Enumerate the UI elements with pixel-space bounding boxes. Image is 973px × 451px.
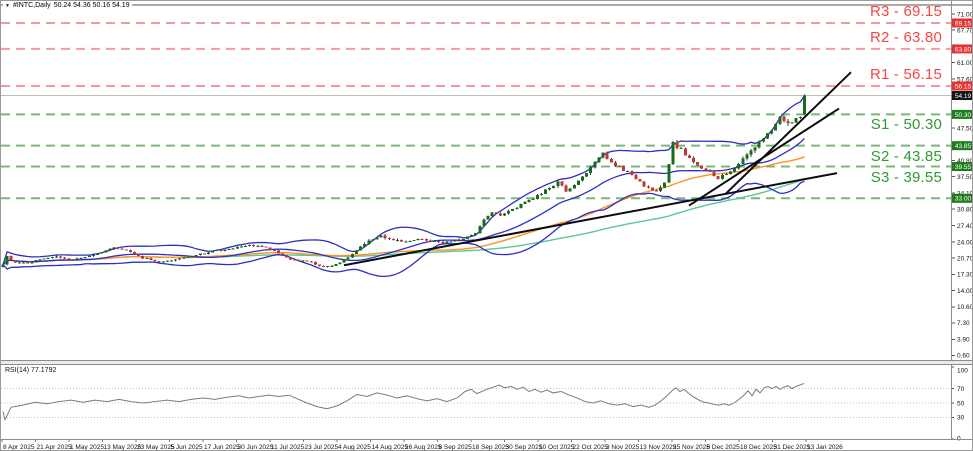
time-axis-label: 5 Jun 2025 [171,444,204,451]
rsi-axis-label: 100 [957,367,968,374]
price-tick-label: 7.30 [957,320,970,327]
time-axis-label: 1 May 2025 [70,444,104,451]
resistance-caption-r1[interactable]: R1 - 56.15 [869,66,942,84]
time-axis-label: 10 Oct 2025 [539,444,575,451]
price-tick-label: 40.80 [957,158,973,165]
price-tick-label: 57.60 [957,76,973,83]
time-axis-label: 23 May 2025 [137,444,175,451]
price-axis-separator [951,1,952,439]
chart-symbol-period: #INTC,Daily [12,2,51,9]
chart-title: ▼ #INTC,Daily 50.24 54.36 50.16 54.19 [3,2,132,10]
price-badge: 63.80 [955,46,972,53]
time-axis-label: 13 Nov 2025 [640,444,677,451]
price-badge: 39.55 [955,164,972,171]
price-tick-label: 14.00 [957,288,973,295]
trendlines[interactable] [343,71,852,267]
rsi-axis-label: 50 [957,400,965,407]
time-axis-label: 11 Jul 2025 [271,444,305,451]
resistance-caption-r3[interactable]: R3 - 69.15 [869,2,942,20]
candle-series[interactable] [1,94,806,268]
bollinger-upper-line [2,95,805,265]
price-tick-label: 20.70 [957,255,973,262]
price-tick-label: 47.50 [957,125,973,132]
time-axis-label: 4 Aug 2025 [338,444,371,451]
time-axis-label: 31 Dec 2025 [774,444,811,451]
bollinger-bands [2,95,805,278]
time-axis-separator [1,439,972,440]
rsi-axis-label: 30 [957,415,965,422]
time-axis-label: 21 Apr 2025 [37,444,72,451]
price-tick-label: 61.00 [957,60,973,67]
price-tick-label: 10.60 [957,304,973,311]
resistance-caption-r2[interactable]: R2 - 63.80 [869,28,942,46]
time-axis-label: 22 Oct 2025 [573,444,609,451]
support-caption-s2[interactable]: S2 - 43.85 [870,147,942,165]
price-tick-label: 34.10 [957,190,973,197]
chart-ohlc-values: 50.24 54.36 50.16 54.19 [53,2,130,9]
time-axis-label: 8 Dec 2025 [707,444,741,451]
price-tick-label: 37.50 [957,174,973,181]
bollinger-lower-line [2,180,805,278]
time-axis-label: 26 Aug 2025 [405,444,442,451]
price-tick-label: 30.80 [957,206,973,213]
price-badge: 56.15 [955,83,972,90]
support-caption-s1[interactable]: S1 - 50.30 [870,116,942,134]
time-axis-label: 17 Jun 2025 [204,444,240,451]
price-badge: 50.30 [955,112,972,119]
price-badge: 69.15 [955,20,972,27]
ma-fast-line [2,156,805,266]
price-tick-label: 67.70 [957,27,973,34]
price-badge: 33.00 [955,196,972,203]
pane-splitter[interactable] [1,360,972,365]
price-axis[interactable]: 71.00 67.70 61.00 57.60 47.50 40.80 37.50 34.10… [951,11,973,360]
support-caption-s3[interactable]: S3 - 39.55 [870,168,942,186]
time-axis-label: 30 Jun 2025 [238,444,274,451]
rsi-label: RSI(14) 77.1792 [4,367,58,375]
price-badge: 54.19 [955,93,972,100]
time-axis-label: 13 Jan 2026 [807,444,843,451]
symbol-marker-icon: ▼ [5,3,10,9]
time-axis-label: 14 Aug 2025 [372,444,409,451]
time-axis-label: 30 Sep 2025 [506,444,543,451]
support-resistance-lines [1,21,951,200]
time-axis-label: 13 May 2025 [104,444,142,451]
price-tick-label: 71.00 [957,11,973,18]
time-axis-label: 23 Jul 2025 [305,444,339,451]
rsi-line [2,382,805,422]
rsi-pane[interactable]: 100 70 50 30 0 [1,366,968,442]
time-axis-label: 3 Nov 2025 [606,444,640,451]
price-badge: 43.85 [955,143,972,150]
time-axis-label: 18 Sep 2025 [472,444,509,451]
price-tick-label: 27.40 [957,223,973,230]
price-tick-label: 17.30 [957,272,973,279]
price-tick-label: 0.60 [957,353,970,360]
time-axis-label: 25 Nov 2025 [673,444,710,451]
rsi-axis-label: 0 [957,435,961,442]
trendline-1 [343,172,838,267]
time-axis-label: 18 Dec 2025 [740,444,777,451]
rsi-axis-label: 70 [957,386,965,393]
trendline-3 [724,71,852,196]
time-axis-label: 8 Sep 2025 [439,444,473,451]
price-tick-label: 3.90 [957,337,970,344]
price-tick-label: 24.00 [957,239,973,246]
bollinger-middle-line [2,138,805,266]
time-axis-label: 8 Apr 2025 [3,444,35,451]
